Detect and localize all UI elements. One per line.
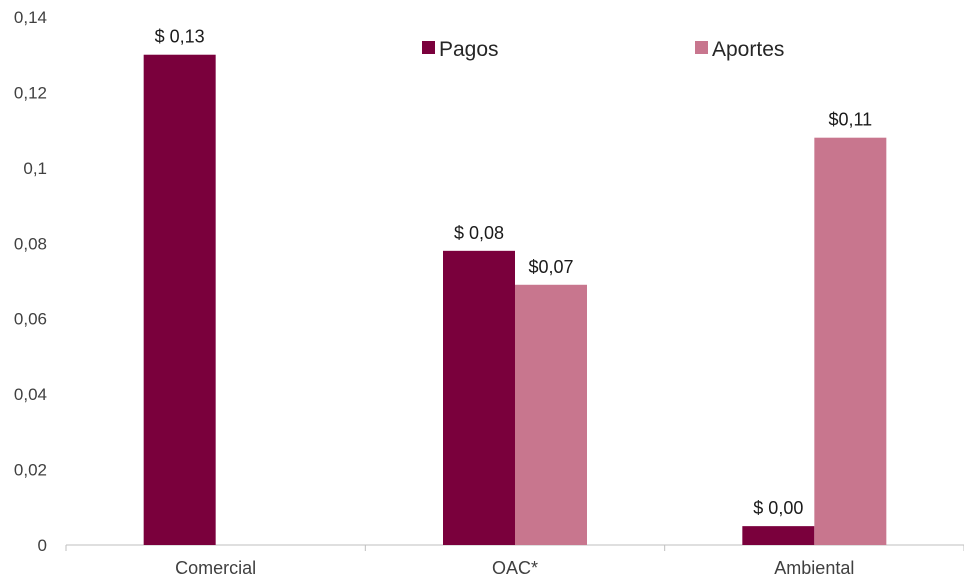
category-label: Ambiental — [774, 558, 854, 578]
data-label: $0,11 — [828, 110, 872, 130]
y-tick-label: 0,1 — [23, 159, 47, 178]
data-label: $ 0,08 — [454, 223, 504, 243]
data-label: $0,07 — [528, 257, 573, 277]
y-tick-label: 0,14 — [14, 8, 47, 27]
category-labels: Comercial OAC* Ambiental — [175, 558, 854, 578]
bar-aportes-ambiental — [814, 137, 887, 545]
y-tick-label: 0,12 — [14, 83, 47, 102]
data-label: $ 0,13 — [155, 27, 205, 47]
bar-pagos-comercial — [143, 54, 216, 545]
legend-swatch-pagos — [422, 41, 435, 54]
y-tick-label: 0,06 — [14, 310, 47, 329]
y-tick-label: 0,02 — [14, 461, 47, 480]
bar-aportes-oac — [515, 284, 587, 545]
data-label: $ 0,00 — [753, 498, 803, 518]
legend-swatch-aportes — [695, 41, 708, 54]
x-axis-tick-marks — [65, 545, 964, 551]
legend: Pagos Aportes — [422, 38, 784, 61]
y-tick-label: 0,04 — [14, 385, 47, 404]
y-axis-ticks: 0 0,02 0,04 0,06 0,08 0,1 0,12 0,14 — [14, 8, 47, 555]
bar-pagos-oac — [443, 250, 515, 546]
y-tick-label: 0,08 — [14, 234, 47, 253]
bars — [143, 54, 887, 546]
y-tick-label: 0 — [38, 536, 47, 555]
category-label: Comercial — [175, 558, 256, 578]
bar-pagos-ambiental — [742, 526, 815, 545]
legend-label-pagos: Pagos — [439, 38, 499, 61]
legend-label-aportes: Aportes — [712, 38, 784, 61]
category-label: OAC* — [492, 558, 538, 578]
data-labels: $ 0,13 $ 0,08 $ 0,00 $0,07 $0,11 — [155, 27, 873, 518]
